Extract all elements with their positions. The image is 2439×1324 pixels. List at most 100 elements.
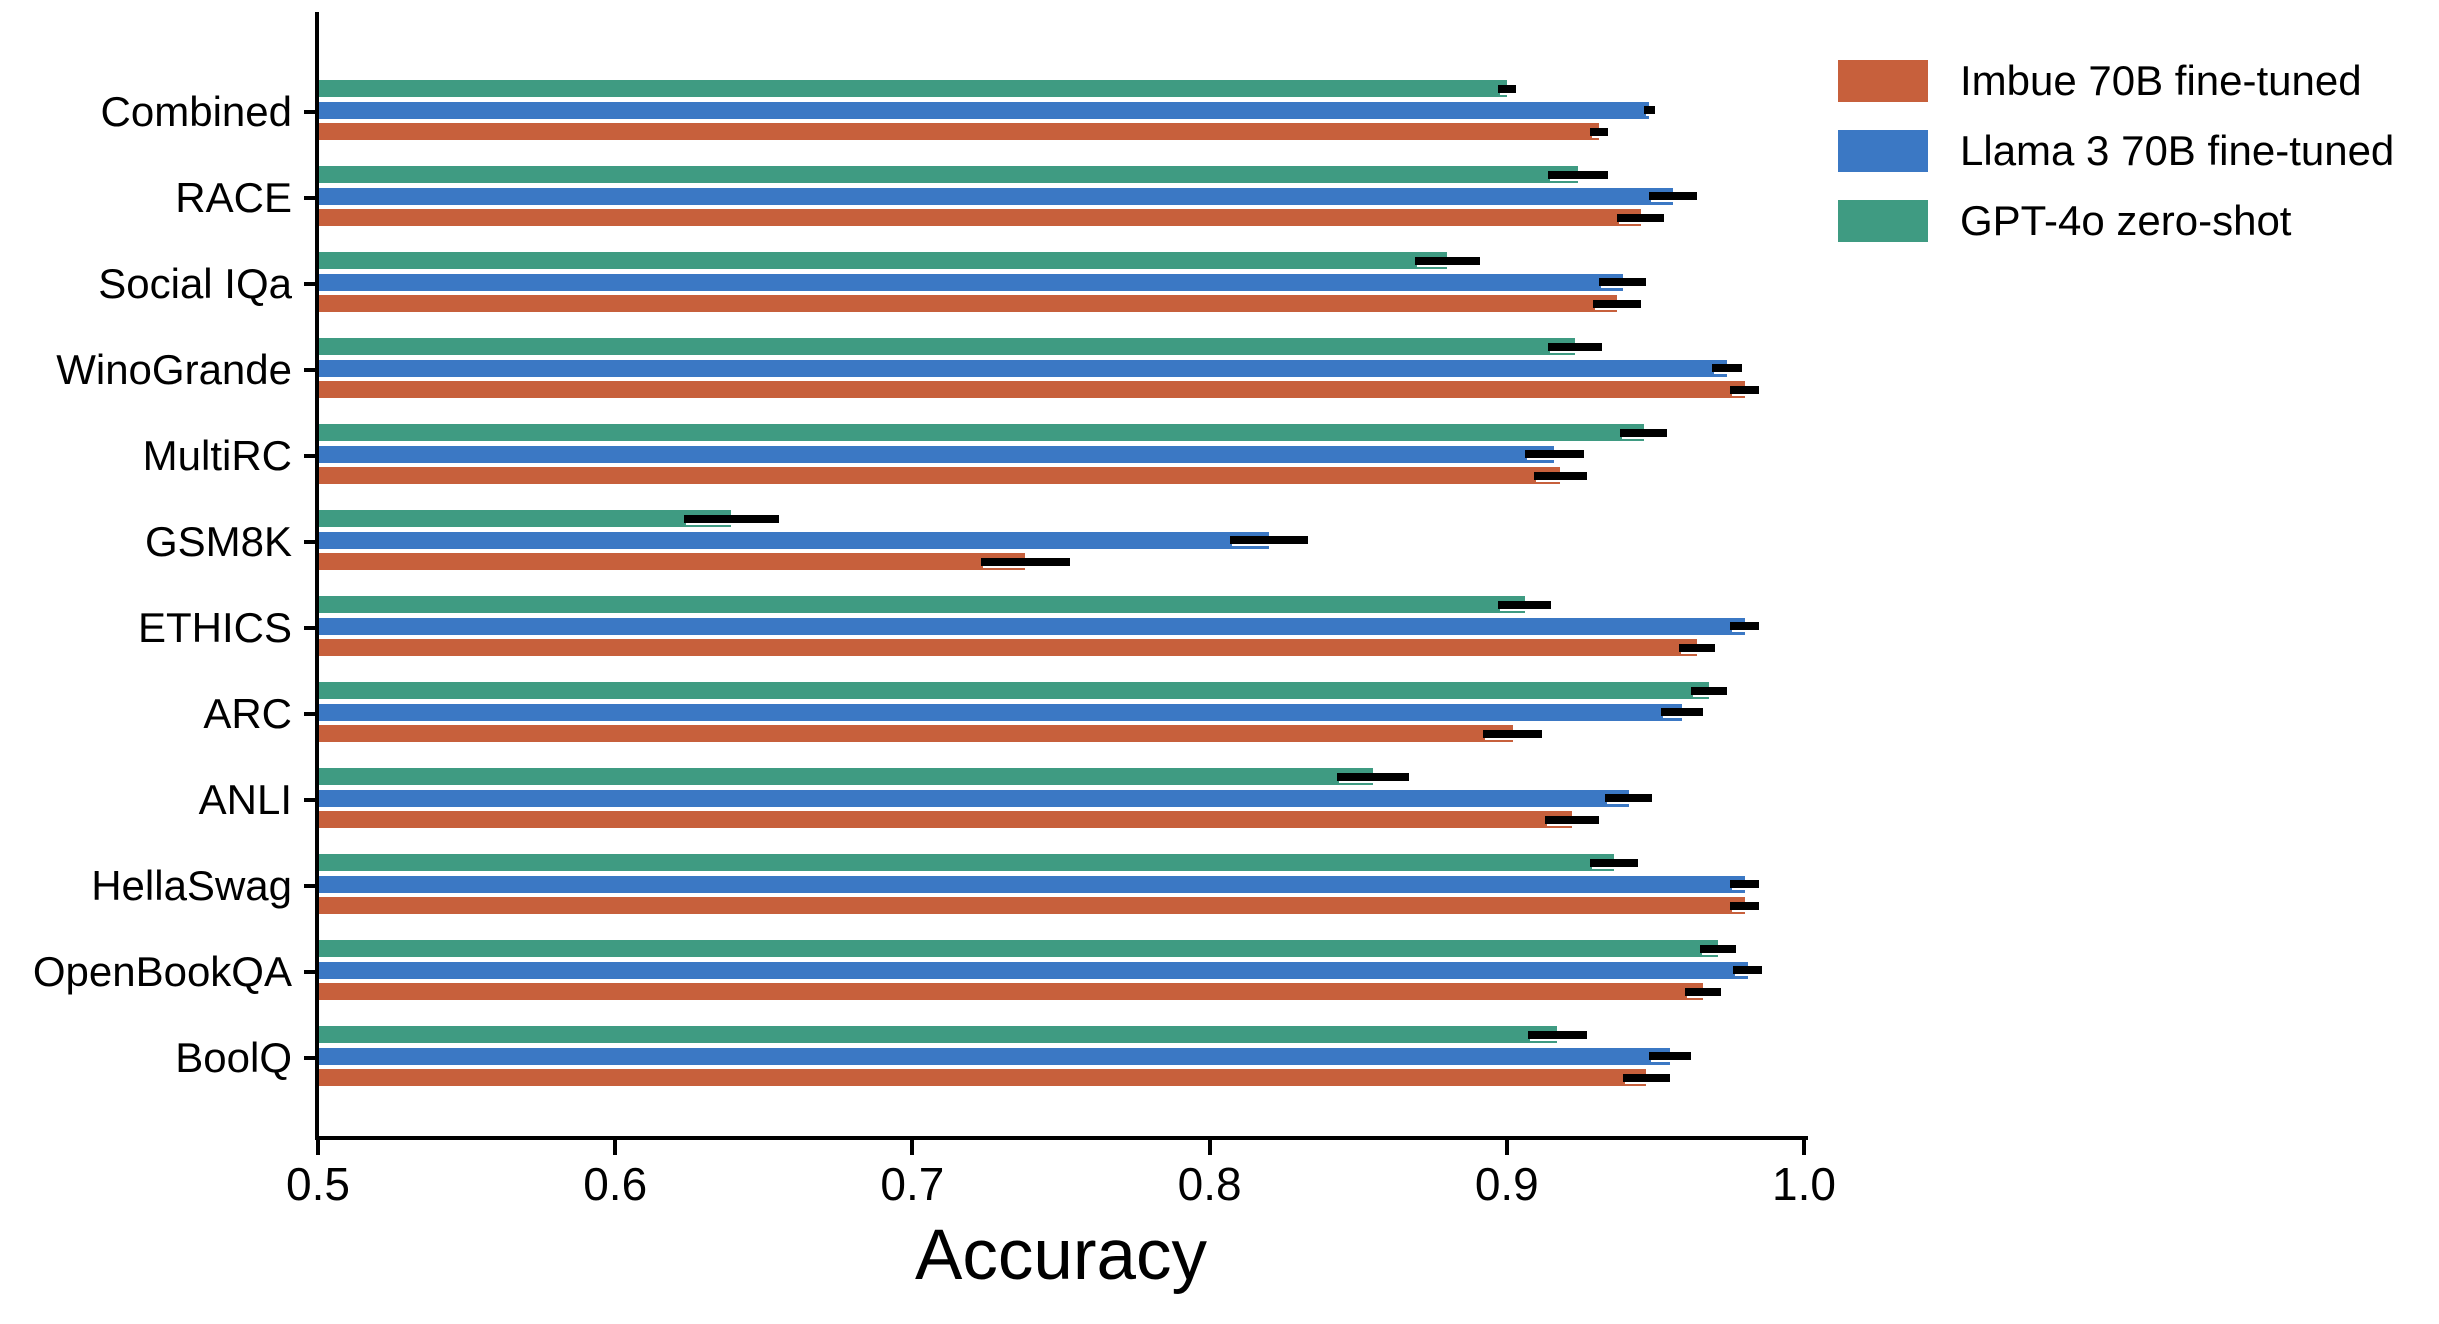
error-bar	[1685, 987, 1721, 996]
y-tick-label-multirc: MultiRC	[142, 432, 292, 479]
bar-imbue-70b-fine-tuned-hellaswag	[318, 897, 1745, 914]
error-bar	[1649, 192, 1697, 200]
bar-llama-3-70b-fine-tuned-combined	[318, 101, 1650, 119]
bar-gpt-4o-zero-shot-winogrande	[318, 338, 1576, 355]
bar-imbue-70b-fine-tuned-social-iqa	[318, 295, 1617, 312]
y-tick-mark	[304, 454, 317, 458]
error-bar	[1604, 794, 1653, 802]
legend-swatch-gpt4o	[1838, 200, 1928, 242]
bar-llama-3-70b-fine-tuned-multirc	[318, 445, 1555, 463]
y-tick-mark	[304, 110, 317, 114]
y-tick-mark	[304, 798, 317, 802]
error-bar	[1732, 966, 1763, 974]
error-bar	[1545, 815, 1599, 824]
legend-swatch-imbue	[1838, 60, 1928, 102]
error-bar	[1729, 880, 1760, 888]
bar-gpt-4o-zero-shot-arc	[318, 682, 1709, 699]
y-tick-mark	[304, 884, 317, 888]
bar-llama-3-70b-fine-tuned-race	[318, 187, 1674, 205]
legend-label-llama: Llama 3 70B fine-tuned	[1960, 127, 2395, 174]
error-bar	[1533, 471, 1588, 480]
x-tick-label-0.5: 0.5	[286, 1158, 350, 1210]
bar-gpt-4o-zero-shot-race	[318, 166, 1579, 183]
y-tick-mark	[304, 196, 317, 200]
bar-imbue-70b-fine-tuned-multirc	[318, 467, 1561, 484]
y-tick-mark	[304, 970, 317, 974]
x-tick-mark	[1504, 1140, 1509, 1155]
x-tick-mark	[1802, 1140, 1806, 1155]
bar-llama-3-70b-fine-tuned-gsm8k	[318, 531, 1270, 549]
error-bar	[1548, 170, 1608, 179]
error-bar	[1524, 450, 1585, 458]
bar-imbue-70b-fine-tuned-winogrande	[318, 381, 1745, 398]
y-tick-label-openbookqa: OpenBookQA	[32, 948, 292, 995]
legend-item-gpt4o: GPT-4o zero-shot	[1838, 200, 2394, 242]
error-bar	[1699, 944, 1736, 953]
bar-llama-3-70b-fine-tuned-openbookqa	[318, 961, 1748, 979]
y-tick-mark	[304, 1056, 317, 1060]
y-tick-mark	[304, 282, 317, 286]
y-tick-label-boolq: BoolQ	[175, 1034, 292, 1081]
error-bar	[1729, 622, 1760, 630]
error-bar	[1527, 1030, 1588, 1039]
legend-label-gpt4o: GPT-4o zero-shot	[1960, 197, 2292, 244]
x-tick-label-1.0: 1.0	[1772, 1158, 1836, 1210]
bar-gpt-4o-zero-shot-multirc	[318, 424, 1644, 441]
bar-llama-3-70b-fine-tuned-ethics	[318, 617, 1745, 635]
y-axis-spine	[315, 12, 319, 1140]
x-axis-title: Accuracy	[915, 1216, 1207, 1295]
y-tick-label-gsm8k: GSM8K	[144, 518, 292, 565]
error-bar	[1691, 686, 1727, 695]
error-bar	[1643, 106, 1656, 114]
error-bar	[1497, 600, 1552, 609]
y-tick-mark	[304, 540, 317, 544]
error-bar	[1679, 643, 1715, 652]
x-tick-label-0.7: 0.7	[880, 1158, 945, 1210]
y-tick-mark	[304, 368, 317, 372]
bar-llama-3-70b-fine-tuned-hellaswag	[318, 875, 1745, 893]
x-axis-spine	[315, 1136, 1808, 1140]
bar-gpt-4o-zero-shot-social-iqa	[318, 252, 1448, 269]
x-tick-mark	[316, 1140, 320, 1155]
x-tick-label-0.9: 0.9	[1474, 1158, 1539, 1210]
bar-imbue-70b-fine-tuned-anli	[318, 811, 1573, 828]
error-bar	[980, 557, 1070, 566]
x-tick-mark	[910, 1140, 915, 1155]
y-tick-label-ethics: ETHICS	[137, 604, 292, 651]
bar-gpt-4o-zero-shot-gsm8k	[318, 510, 732, 527]
bar-gpt-4o-zero-shot-boolq	[318, 1026, 1558, 1043]
error-bar	[1548, 342, 1602, 351]
y-tick-label-winogrande: WinoGrande	[56, 346, 292, 393]
legend-item-llama: Llama 3 70B fine-tuned	[1838, 130, 2394, 172]
y-tick-mark	[304, 712, 317, 716]
legend-item-imbue: Imbue 70B fine-tuned	[1838, 60, 2394, 102]
legend-label-imbue: Imbue 70B fine-tuned	[1960, 57, 2362, 104]
bar-imbue-70b-fine-tuned-ethics	[318, 639, 1697, 656]
error-bar	[1729, 901, 1760, 910]
y-tick-label-hellaswag: HellaSwag	[91, 862, 292, 909]
bar-imbue-70b-fine-tuned-boolq	[318, 1069, 1647, 1086]
bar-gpt-4o-zero-shot-ethics	[318, 596, 1525, 613]
bar-gpt-4o-zero-shot-combined	[318, 80, 1507, 97]
bar-llama-3-70b-fine-tuned-social-iqa	[318, 273, 1623, 291]
bar-llama-3-70b-fine-tuned-arc	[318, 703, 1683, 721]
error-bar	[1337, 772, 1409, 781]
error-bar	[1616, 213, 1665, 222]
error-bar	[1619, 428, 1668, 437]
error-bar	[1230, 536, 1308, 544]
y-tick-label-anli: ANLI	[198, 776, 292, 823]
error-bar	[1483, 729, 1543, 738]
error-bar	[1622, 1073, 1671, 1082]
error-bar	[1729, 385, 1760, 394]
bar-llama-3-70b-fine-tuned-winogrande	[318, 359, 1727, 377]
bar-llama-3-70b-fine-tuned-anli	[318, 789, 1629, 807]
legend-swatch-llama	[1838, 130, 1928, 172]
bar-gpt-4o-zero-shot-hellaswag	[318, 854, 1614, 871]
error-bar	[1711, 364, 1742, 372]
bar-imbue-70b-fine-tuned-arc	[318, 725, 1513, 742]
bar-imbue-70b-fine-tuned-combined	[318, 123, 1599, 140]
bar-gpt-4o-zero-shot-openbookqa	[318, 940, 1718, 957]
x-tick-label-0.8: 0.8	[1177, 1158, 1242, 1210]
y-tick-label-social-iqa: Social IQa	[98, 260, 292, 307]
